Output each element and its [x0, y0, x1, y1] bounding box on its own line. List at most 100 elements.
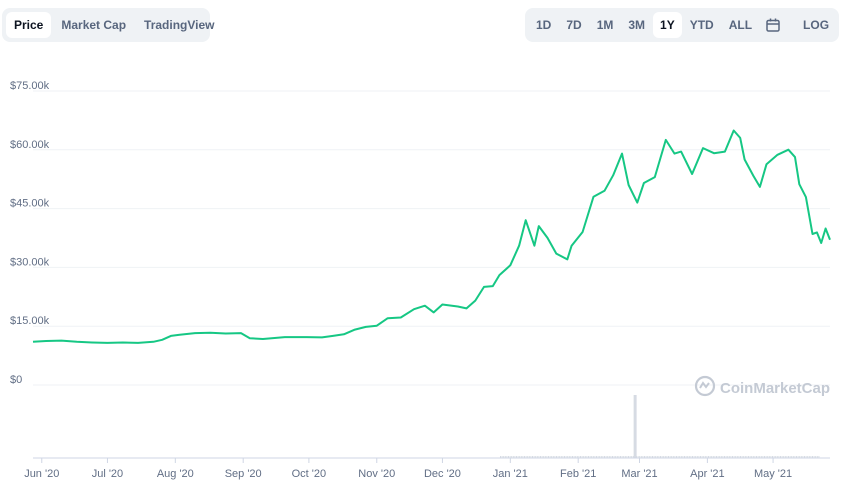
- volume-bar: [796, 456, 797, 458]
- volume-bar: [800, 456, 802, 458]
- calendar-icon[interactable]: [760, 14, 786, 36]
- volume-bar: [724, 456, 725, 458]
- volume-bar: [596, 456, 597, 458]
- volume-bar: [650, 456, 652, 458]
- volume-bar: [506, 456, 508, 458]
- volume-bar: [674, 456, 676, 458]
- volume-bar: [666, 456, 668, 458]
- volume-bar: [746, 456, 748, 458]
- volume-bar: [770, 456, 772, 458]
- volume-bar: [549, 456, 551, 458]
- y-tick-label: $0: [10, 374, 22, 386]
- volume-bar: [524, 456, 525, 458]
- volume-bar: [656, 456, 658, 458]
- tab-price[interactable]: Price: [6, 12, 52, 38]
- volume-bar: [640, 456, 642, 458]
- volume-bar: [676, 456, 677, 458]
- volume-bar: [597, 456, 599, 458]
- y-tick-label: $30.00k: [10, 256, 50, 268]
- volume-bar: [623, 456, 625, 458]
- x-tick-label: Feb '21: [560, 468, 596, 480]
- volume-bar: [797, 456, 799, 458]
- volume-bar: [660, 456, 661, 458]
- volume-bar: [562, 456, 564, 458]
- volume-bar: [728, 456, 730, 458]
- volume-bar: [736, 456, 738, 458]
- volume-bar: [696, 456, 698, 458]
- volume-bar: [575, 456, 577, 458]
- volume-bar: [692, 456, 693, 458]
- volume-bar: [807, 456, 809, 458]
- tab-tradingview[interactable]: TradingView: [144, 18, 215, 32]
- volume-bar: [767, 456, 769, 458]
- x-tick-label: Jan '21: [493, 468, 528, 480]
- volume-bar: [664, 456, 666, 458]
- watermark: CoinMarketCap: [694, 375, 830, 401]
- range-1d[interactable]: 1D: [536, 18, 552, 32]
- volume-bar: [687, 456, 689, 458]
- volume-bar: [519, 456, 521, 458]
- volume-bar: [602, 456, 604, 458]
- range-1m[interactable]: 1M: [596, 18, 614, 32]
- range-7d[interactable]: 7D: [566, 18, 582, 32]
- volume-bar: [760, 456, 762, 458]
- volume-bar: [538, 456, 540, 458]
- volume-bar: [791, 456, 793, 458]
- volume-bar: [530, 456, 532, 458]
- volume-bar: [605, 456, 607, 458]
- range-all[interactable]: ALL: [728, 18, 753, 32]
- volume-bar: [768, 456, 770, 458]
- volume-bar: [778, 456, 780, 458]
- volume-bar: [810, 456, 812, 458]
- volume-bar: [580, 456, 581, 458]
- volume-bar: [508, 456, 509, 458]
- volume-bar: [501, 456, 503, 458]
- volume-bar: [517, 456, 519, 458]
- log-toggle[interactable]: LOG: [803, 18, 830, 32]
- volume-bar: [765, 456, 767, 458]
- volume-bar: [716, 456, 717, 458]
- volume-bar: [592, 456, 594, 458]
- volume-bar: [743, 456, 745, 458]
- volume-bar: [744, 456, 746, 458]
- volume-bar: [548, 456, 549, 458]
- x-tick-label: Nov '20: [358, 468, 395, 480]
- volume-bar: [741, 456, 743, 458]
- volume-bar: [584, 456, 586, 458]
- range-3m[interactable]: 3M: [628, 18, 646, 32]
- range-ytd[interactable]: YTD: [689, 18, 714, 32]
- volume-bar: [672, 456, 674, 458]
- volume-bar: [600, 456, 602, 458]
- volume-bar: [709, 456, 711, 458]
- volume-bar: [816, 456, 818, 458]
- tab-market-cap[interactable]: Market Cap: [61, 18, 127, 32]
- volume-bar: [626, 456, 628, 458]
- y-tick-label: $45.00k: [10, 198, 50, 210]
- volume-bar: [522, 456, 524, 458]
- volume-bar: [706, 456, 708, 458]
- volume-bar: [781, 456, 783, 458]
- volume-bar: [804, 456, 805, 458]
- volume-bar: [751, 456, 753, 458]
- x-tick-label: Sep '20: [225, 468, 262, 480]
- volume-bar: [698, 456, 700, 458]
- volume-bar: [759, 456, 761, 458]
- volume-bar: [581, 456, 583, 458]
- volume-bar: [573, 456, 575, 458]
- x-tick-label: Aug '20: [157, 468, 194, 480]
- volume-bar: [658, 456, 660, 458]
- x-axis-ticks: Jun '20 Jul '20 Aug '20 Sep '20 Oct '20 Nov '…: [24, 458, 792, 480]
- volume-bar: [620, 456, 621, 458]
- volume-bar: [738, 456, 740, 458]
- volume-bar: [815, 456, 817, 458]
- volume-bar: [773, 456, 775, 458]
- volume-bar: [720, 456, 722, 458]
- range-1y[interactable]: 1Y: [653, 12, 682, 38]
- volume-bar: [732, 456, 733, 458]
- volume-bar: [615, 456, 617, 458]
- volume-bar: [634, 456, 636, 458]
- x-tick-label: Oct '20: [292, 468, 327, 480]
- volume-bar: [679, 456, 681, 458]
- volume-bar: [557, 456, 559, 458]
